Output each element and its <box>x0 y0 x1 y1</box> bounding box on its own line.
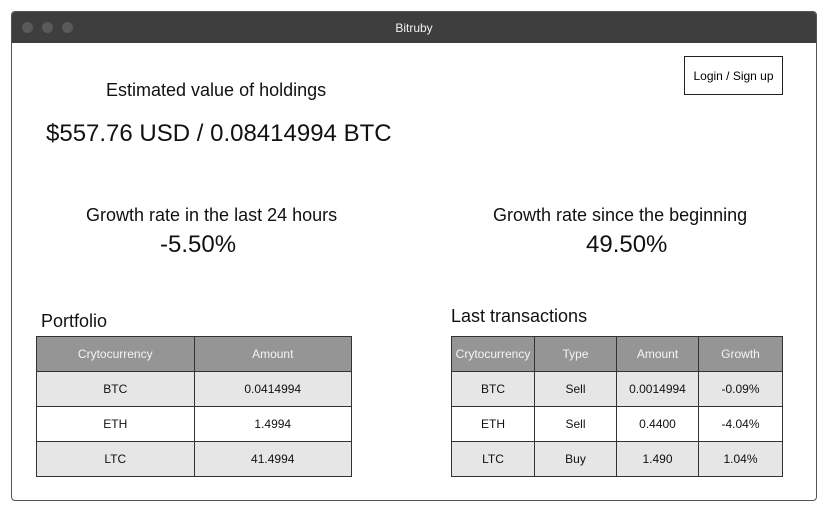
table-cell: BTC <box>36 371 195 407</box>
column-header[interactable]: Crytocurrency <box>451 336 535 372</box>
table-cell: 1.4994 <box>193 406 352 442</box>
table-cell: Sell <box>534 371 617 407</box>
table-cell: 41.4994 <box>193 441 352 477</box>
growth-24h-value: -5.50% <box>160 231 237 258</box>
minimize-window-button[interactable] <box>42 22 53 33</box>
table-cell: LTC <box>451 441 535 477</box>
table-cell: 1.490 <box>616 441 699 477</box>
growth-24h-title: Growth rate in the last 24 hours <box>86 205 338 225</box>
holdings-title: Estimated value of holdings <box>106 80 327 100</box>
table-cell: ETH <box>36 406 195 442</box>
title-bar: Bitruby <box>12 12 816 43</box>
column-header[interactable]: Type <box>534 336 617 372</box>
window-title: Bitruby <box>395 20 433 35</box>
close-window-button[interactable] <box>22 22 33 33</box>
table-row[interactable]: ETH Sell 0.4400 -4.04% <box>451 406 783 442</box>
column-header[interactable]: Amount <box>193 336 352 372</box>
holdings-value: $557.76 USD / 0.08414994 BTC <box>46 120 392 147</box>
table-cell: 0.0414994 <box>193 371 352 407</box>
column-header[interactable]: Crytocurrency <box>36 336 195 372</box>
table-cell: -0.09% <box>698 371 783 407</box>
table-header-row: Crytocurrency Amount <box>36 336 352 372</box>
portfolio-title: Portfolio <box>41 311 108 331</box>
table-cell: LTC <box>36 441 195 477</box>
table-cell: 0.4400 <box>616 406 699 442</box>
growth-total-title: Growth rate since the beginning <box>493 205 748 225</box>
column-header[interactable]: Amount <box>616 336 699 372</box>
growth-total-value: 49.50% <box>586 231 668 258</box>
table-cell: ETH <box>451 406 535 442</box>
app-window: Bitruby Login / Sign up Estimated value … <box>11 11 817 501</box>
table-row[interactable]: ETH 1.4994 <box>36 406 352 442</box>
table-row[interactable]: LTC Buy 1.490 1.04% <box>451 441 783 477</box>
table-row[interactable]: BTC Sell 0.0014994 -0.09% <box>451 371 783 407</box>
table-cell: BTC <box>451 371 535 407</box>
table-row[interactable]: BTC 0.0414994 <box>36 371 352 407</box>
table-row[interactable]: LTC 41.4994 <box>36 441 352 477</box>
table-cell: 0.0014994 <box>616 371 699 407</box>
table-cell: 1.04% <box>698 441 783 477</box>
table-cell: -4.04% <box>698 406 783 442</box>
portfolio-table: Crytocurrency Amount BTC 0.0414994 ETH 1… <box>36 336 352 477</box>
maximize-window-button[interactable] <box>62 22 73 33</box>
window-controls <box>22 22 73 33</box>
login-signup-button[interactable]: Login / Sign up <box>684 56 783 95</box>
transactions-table: Crytocurrency Type Amount Growth BTC Sel… <box>451 336 783 477</box>
table-cell: Sell <box>534 406 617 442</box>
table-cell: Buy <box>534 441 617 477</box>
transactions-title: Last transactions <box>451 306 588 326</box>
column-header[interactable]: Growth <box>698 336 783 372</box>
table-header-row: Crytocurrency Type Amount Growth <box>451 336 783 372</box>
